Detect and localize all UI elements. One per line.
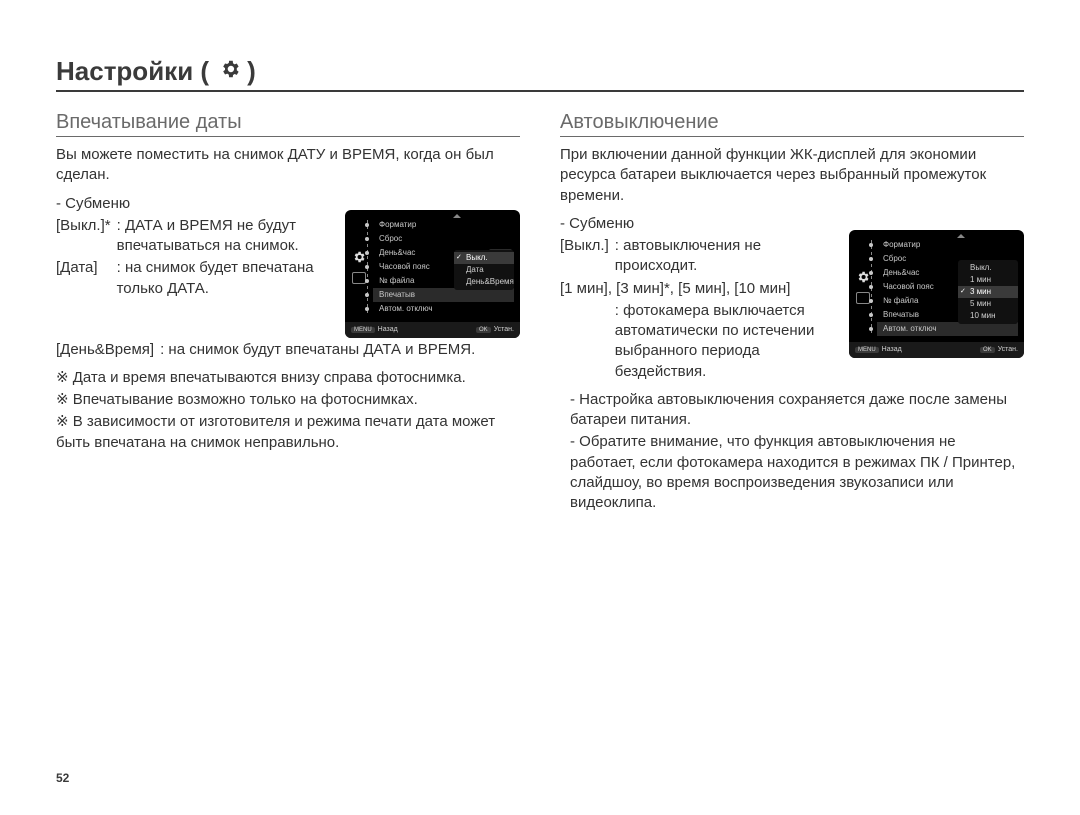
placeholder-icon xyxy=(856,292,870,304)
menu-tag: MENU xyxy=(351,327,375,333)
lcd-popup-option: 1 мин xyxy=(958,274,1018,286)
lcd-footer-back: MENUНазад xyxy=(351,326,398,333)
table-row: [Дата] : на снимок будет впечатана тольк… xyxy=(56,258,336,301)
lcd-back-label: Назад xyxy=(378,326,398,333)
left-submenu-block: - Субменю [Выкл.]* : ДАТА и ВРЕМЯ не буд… xyxy=(56,194,336,301)
right-lcd-screenshot: Форматир Сброс День&час Часовой пояс № ф… xyxy=(849,230,1024,358)
right-submenu-block: - Субменю [Выкл.] : автовыключения не пр… xyxy=(560,214,830,384)
submenu-key-times: [1 мин], [3 мин]*, [5 мин], [10 мин] xyxy=(560,279,830,301)
note-line: - Обратите внимание, что функция автовык… xyxy=(570,432,1024,513)
left-submenu-table: [Выкл.]* : ДАТА и ВРЕМЯ не будут впечаты… xyxy=(56,216,336,301)
table-row: : фотокамера выключается автоматически п… xyxy=(560,301,830,384)
note-line: ※ Дата и время впечатываются внизу справ… xyxy=(56,368,520,388)
page-title-text: Настройки ( xyxy=(56,58,209,84)
lcd-ok-label: Устан. xyxy=(494,326,514,333)
placeholder-icon xyxy=(352,272,366,284)
left-notes: ※ Дата и время впечатываются внизу справ… xyxy=(56,368,520,453)
lcd-menu-item: Сброс xyxy=(373,232,514,246)
left-lcd-screenshot: Форматир Сброс День&час Выкл Часовой поя… xyxy=(345,210,520,338)
lcd-menu-label: День&час xyxy=(379,248,415,257)
lcd-menu-item: Форматир xyxy=(373,218,514,232)
submenu-key: [Выкл.] xyxy=(560,236,615,279)
submenu-desc: : на снимок будут впечатаны ДАТА и ВРЕМЯ… xyxy=(160,340,481,362)
manual-page: Настройки ( ) Впечатывание даты Вы может… xyxy=(0,0,1080,815)
left-submenu-label: - Субменю xyxy=(56,194,336,214)
submenu-desc: : фотокамера выключается автоматически п… xyxy=(615,301,830,384)
submenu-desc: : автовыключения не происходит. xyxy=(615,236,830,279)
lcd-popup-option: Выкл. xyxy=(958,262,1018,274)
right-column: Автовыключение При включении данной функ… xyxy=(560,102,1024,515)
page-number: 52 xyxy=(56,771,69,785)
menu-tag: MENU xyxy=(855,347,879,353)
submenu-desc: : ДАТА и ВРЕМЯ не будут впечатываться на… xyxy=(117,216,336,259)
right-heading: Автовыключение xyxy=(560,112,1024,137)
lcd-popup-option-selected: 3 мин xyxy=(958,286,1018,298)
lcd-menu-item: Форматир xyxy=(877,238,1018,252)
table-row: [Выкл.]* : ДАТА и ВРЕМЯ не будут впечаты… xyxy=(56,216,336,259)
ok-tag: OK xyxy=(476,327,491,333)
lcd-footer-back: MENUНазад xyxy=(855,346,902,353)
left-heading: Впечатывание даты xyxy=(56,112,520,137)
lcd-popup-option: 5 мин xyxy=(958,298,1018,310)
left-column: Впечатывание даты Вы можете поместить на… xyxy=(56,102,520,515)
note-line: ※ В зависимости от изготовителя и режима… xyxy=(56,412,520,453)
left-submenu-table-wide: [День&Время] : на снимок будут впечатаны… xyxy=(56,340,481,362)
content-columns: Впечатывание даты Вы можете поместить на… xyxy=(56,102,1024,515)
lcd-footer-ok: OKУстан. xyxy=(476,326,514,333)
note-line: ※ Впечатывание возможно только на фотосн… xyxy=(56,390,520,410)
ok-tag: OK xyxy=(980,347,995,353)
right-intro: При включении данной функции ЖК-дисплей … xyxy=(560,145,1024,206)
lcd-popup-option: Дата xyxy=(454,264,514,276)
submenu-key: [Дата] xyxy=(56,258,117,301)
gear-icon xyxy=(856,270,870,284)
lcd-popup-option: 10 мин xyxy=(958,310,1018,322)
lcd-ok-label: Устан. xyxy=(998,346,1018,353)
right-row: - Субменю [Выкл.] : автовыключения не пр… xyxy=(560,214,1024,384)
submenu-key: [Выкл.]* xyxy=(56,216,117,259)
table-row: [Выкл.] : автовыключения не происходит. xyxy=(560,236,830,279)
lcd-menu-item: Автом. отключ xyxy=(373,302,514,316)
lcd-popup: Выкл. 1 мин 3 мин 5 мин 10 мин xyxy=(958,260,1018,324)
note-line: - Настройка автовыключения сохраняется д… xyxy=(570,390,1024,431)
lcd-back-label: Назад xyxy=(882,346,902,353)
left-row: - Субменю [Выкл.]* : ДАТА и ВРЕМЯ не буд… xyxy=(56,194,520,338)
lcd-popup-option: День&Время xyxy=(454,276,514,288)
lcd-menu-item-selected: Впечатыв xyxy=(373,288,514,302)
lcd-footer: MENUНазад OKУстан. xyxy=(345,322,520,338)
right-submenu-label: - Субменю xyxy=(560,214,830,234)
lcd-footer-ok: OKУстан. xyxy=(980,346,1018,353)
lcd-footer: MENUНазад OKУстан. xyxy=(849,342,1024,358)
submenu-desc: : на снимок будет впечатана только ДАТА. xyxy=(117,258,336,301)
submenu-key: [День&Время] xyxy=(56,340,160,362)
lcd-popup-option-selected: Выкл. xyxy=(454,252,514,264)
left-intro: Вы можете поместить на снимок ДАТУ и ВРЕ… xyxy=(56,145,520,186)
gear-icon xyxy=(219,58,241,84)
page-title-close: ) xyxy=(247,58,256,84)
right-notes: - Настройка автовыключения сохраняется д… xyxy=(570,390,1024,514)
lcd-menu-item-selected: Автом. отключ xyxy=(877,322,1018,336)
table-row: [День&Время] : на снимок будут впечатаны… xyxy=(56,340,481,362)
gear-icon xyxy=(352,250,366,264)
right-submenu-table: [Выкл.] : автовыключения не происходит. … xyxy=(560,236,830,384)
lcd-popup: Выкл. Дата День&Время xyxy=(454,250,514,290)
page-title: Настройки ( ) xyxy=(56,58,1024,92)
table-row: [1 мин], [3 мин]*, [5 мин], [10 мин] xyxy=(560,279,830,301)
